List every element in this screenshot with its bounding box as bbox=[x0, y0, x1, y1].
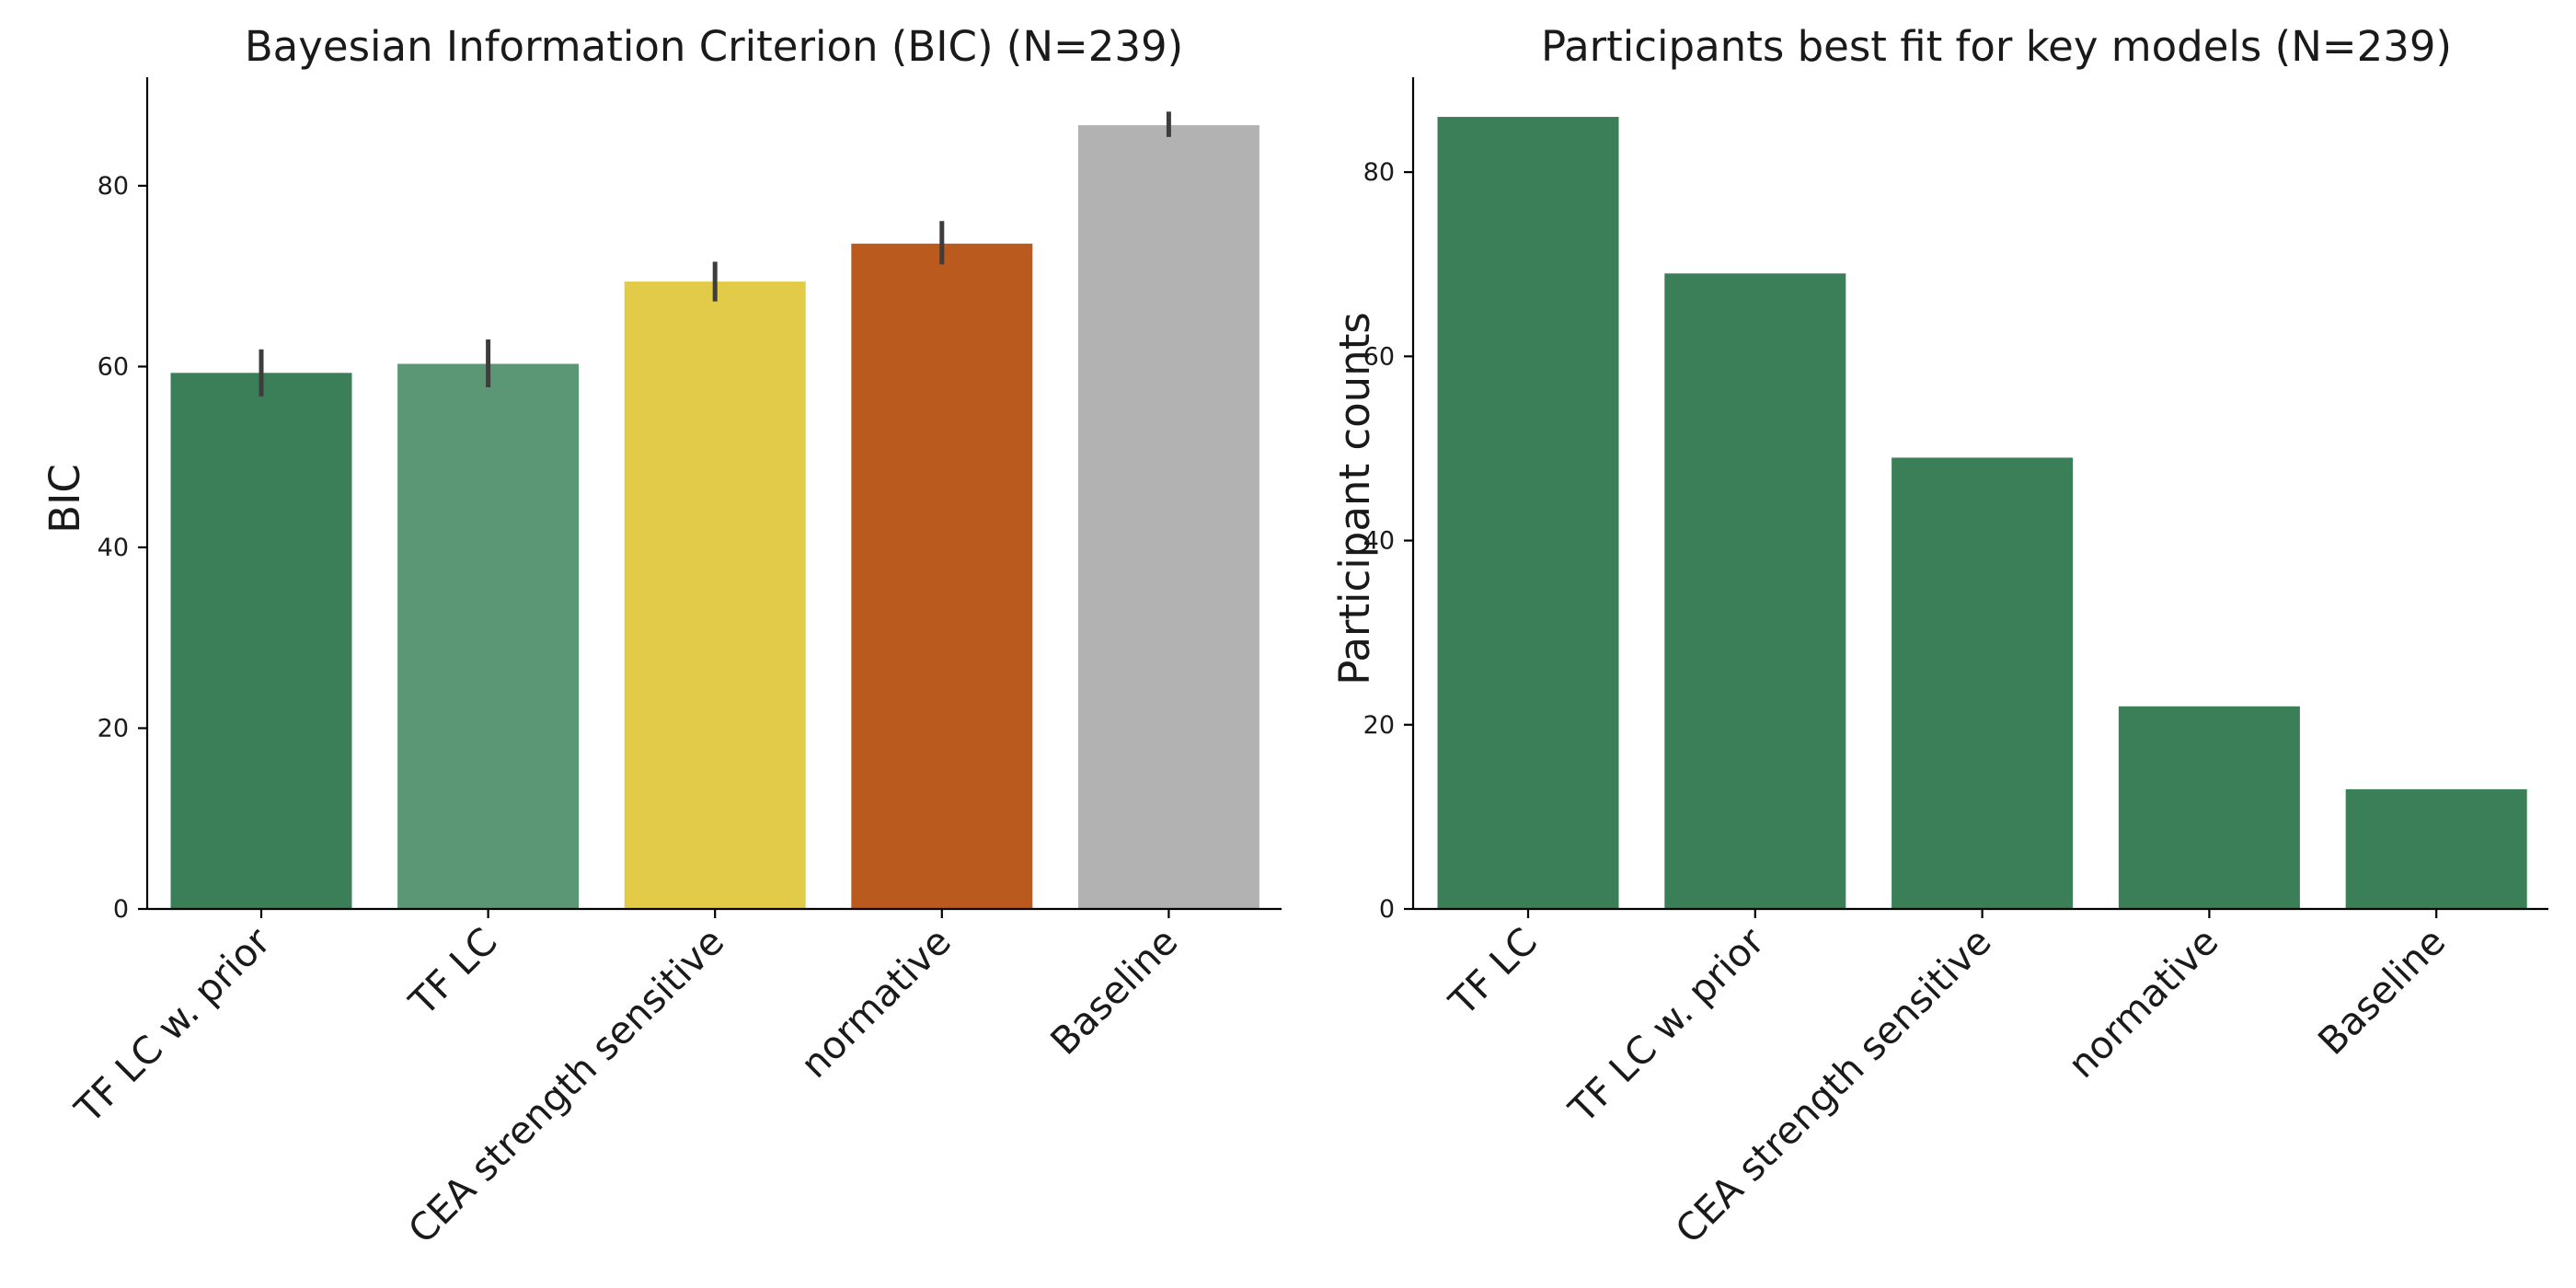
bar[interactable] bbox=[397, 363, 580, 910]
y-axis-label: BIC bbox=[40, 464, 89, 534]
y-tick-label: 0 bbox=[1379, 895, 1395, 924]
bar[interactable] bbox=[2345, 788, 2527, 909]
bar[interactable] bbox=[1077, 125, 1259, 910]
x-tick-label: normative bbox=[2060, 919, 2227, 1087]
y-axis-label: Participant counts bbox=[1330, 312, 1379, 685]
x-tick-label: TF LC bbox=[1440, 919, 1546, 1025]
x-tick-label: normative bbox=[792, 919, 960, 1087]
x-tick-label: TF LC w. prior bbox=[66, 919, 279, 1132]
y-tick-label: 80 bbox=[98, 172, 129, 201]
bar[interactable] bbox=[851, 243, 1033, 909]
chart-title: Bayesian Information Criterion (BIC) (N=… bbox=[245, 22, 1183, 71]
y-tick-label: 60 bbox=[98, 352, 129, 381]
x-tick-label: Baseline bbox=[2309, 919, 2454, 1064]
bar[interactable] bbox=[624, 282, 806, 909]
bar[interactable] bbox=[1892, 457, 2074, 909]
bar[interactable] bbox=[1664, 273, 1846, 910]
y-tick-label: 40 bbox=[1363, 527, 1395, 556]
bar[interactable] bbox=[1437, 117, 1619, 910]
x-tick-label: Baseline bbox=[1042, 919, 1187, 1064]
x-tick-label: TF LC w. prior bbox=[1559, 919, 1772, 1132]
y-tick-label: 0 bbox=[113, 895, 129, 924]
chart-title: Participants best fit for key models (N=… bbox=[1541, 22, 2452, 71]
bar[interactable] bbox=[2118, 706, 2300, 909]
y-tick-label: 40 bbox=[98, 534, 129, 562]
y-tick-label: 20 bbox=[98, 714, 129, 742]
y-tick-label: 80 bbox=[1363, 158, 1395, 187]
bar[interactable] bbox=[170, 373, 352, 909]
y-tick-label: 20 bbox=[1363, 711, 1395, 740]
participant-counts-chart: Participants best fit for key models (N=… bbox=[1330, 22, 2548, 1252]
y-tick-label: 60 bbox=[1363, 342, 1395, 371]
bic-chart: Bayesian Information Criterion (BIC) (N=… bbox=[40, 22, 1282, 1252]
x-tick-label: TF LC bbox=[400, 919, 506, 1025]
